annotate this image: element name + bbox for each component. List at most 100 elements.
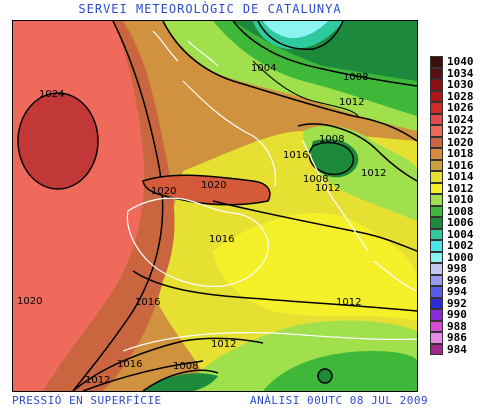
field-1006-south bbox=[143, 373, 218, 391]
legend-swatch bbox=[430, 343, 443, 355]
legend-swatch bbox=[430, 286, 443, 298]
legend-item: 1034 bbox=[430, 66, 485, 80]
legend-item: 984 bbox=[430, 342, 485, 356]
legend-swatch bbox=[430, 102, 443, 114]
legend-label: 1026 bbox=[447, 101, 474, 114]
footer-variable: PRESSIÓ EN SUPERFÍCIE bbox=[12, 394, 162, 407]
legend-label: 1012 bbox=[447, 181, 474, 195]
legend-label: 1030 bbox=[447, 78, 474, 91]
field-1012 bbox=[213, 212, 417, 321]
legend-label: 986 bbox=[447, 331, 467, 344]
legend-item: 990 bbox=[430, 308, 485, 321]
isobar-1016-south bbox=[72, 337, 264, 391]
isobar-label: 1008 bbox=[343, 72, 368, 83]
legend-swatch bbox=[430, 90, 443, 102]
legend-item: 1000 bbox=[430, 250, 485, 264]
field-1006-east bbox=[311, 139, 359, 178]
legend-item: 1016 bbox=[430, 158, 485, 172]
legend-item: 1022 bbox=[430, 124, 485, 137]
isobar-label: 1020 bbox=[201, 180, 226, 191]
isobar-label: 1020 bbox=[17, 296, 42, 307]
legend-swatch bbox=[430, 125, 443, 137]
legend-swatch bbox=[430, 309, 443, 321]
legend-item: 986 bbox=[430, 331, 485, 344]
legend-label: 994 bbox=[447, 285, 467, 298]
footer-analysis-time: ANÀLISI 00UTC 08 JUL 2009 bbox=[250, 394, 429, 407]
legend-item: 996 bbox=[430, 273, 485, 287]
legend-label: 1014 bbox=[447, 170, 474, 183]
isobar-1012-south bbox=[82, 360, 204, 391]
pressure-map: 1024 1004 1008 1012 1008 1016 1008 1012 … bbox=[12, 20, 418, 392]
legend-swatch bbox=[430, 320, 443, 332]
isobar-label: 1016 bbox=[117, 359, 142, 370]
legend-label: 992 bbox=[447, 296, 467, 310]
isobar-label: 1012 bbox=[339, 97, 364, 108]
isobar-1012-north bbox=[162, 21, 417, 142]
legend-item: 1002 bbox=[430, 239, 485, 252]
legend-swatch bbox=[430, 113, 443, 125]
legend-swatch bbox=[430, 263, 443, 275]
legend-label: 1000 bbox=[447, 250, 474, 264]
legend-item: 1040 bbox=[430, 55, 485, 68]
legend-item: 1018 bbox=[430, 147, 485, 160]
legend-swatch bbox=[430, 79, 443, 91]
field-1008-south bbox=[263, 351, 417, 391]
legend-item: 1010 bbox=[430, 193, 485, 206]
north-africa-coast bbox=[122, 331, 417, 352]
italy-coast bbox=[302, 140, 369, 252]
isobar-1012-central bbox=[132, 270, 417, 312]
isobar-label: 1012 bbox=[85, 375, 110, 386]
isobar-1008-south bbox=[142, 369, 219, 391]
legend-swatch bbox=[430, 274, 443, 286]
legend-item: 1012 bbox=[430, 181, 485, 195]
isobar-label: 1016 bbox=[135, 297, 160, 308]
legend-item: 998 bbox=[430, 262, 485, 275]
legend-swatch bbox=[430, 228, 443, 240]
greece-coast bbox=[372, 260, 417, 292]
legend-label: 1016 bbox=[447, 158, 474, 172]
legend-item: 994 bbox=[430, 285, 485, 298]
france-coast bbox=[182, 80, 277, 187]
legend-label: 1002 bbox=[447, 239, 474, 252]
legend-swatch bbox=[430, 67, 443, 79]
isobar-1008-east bbox=[308, 141, 355, 176]
isobar-labels: 1024 1004 1008 1012 1008 1016 1008 1012 … bbox=[17, 63, 386, 386]
isobar-label: 1008 bbox=[319, 134, 344, 145]
legend-label: 984 bbox=[447, 342, 467, 356]
pressure-field-svg: 1024 1004 1008 1012 1008 1016 1008 1012 … bbox=[13, 21, 417, 391]
isobar-label: 1012 bbox=[315, 183, 340, 194]
isobar-1012-east bbox=[297, 123, 417, 182]
legend-swatch bbox=[430, 159, 443, 171]
isobar-label: 1016 bbox=[209, 234, 234, 245]
legend-label: 996 bbox=[447, 273, 467, 287]
isobar-label: 1024 bbox=[39, 89, 64, 100]
isobar-label: 1004 bbox=[251, 63, 276, 74]
legend-label: 1004 bbox=[447, 227, 474, 241]
isobar-1016-north bbox=[252, 60, 359, 117]
legend-label: 998 bbox=[447, 262, 467, 275]
page-title: SERVEI METEOROLÒGIC DE CATALUNYA bbox=[78, 2, 342, 16]
legend-label: 988 bbox=[447, 319, 467, 333]
isobar-label: 1012 bbox=[361, 168, 386, 179]
legend-item: 1020 bbox=[430, 136, 485, 149]
field-1000-north bbox=[263, 21, 328, 39]
legend-item: 1004 bbox=[430, 227, 485, 241]
isobar-label: 1012 bbox=[336, 297, 361, 308]
legend-swatch bbox=[430, 297, 443, 309]
isobar-label: 1012 bbox=[211, 339, 236, 350]
legend-item: 1028 bbox=[430, 90, 485, 103]
legend-swatch bbox=[430, 332, 443, 344]
legend-swatch bbox=[430, 251, 443, 263]
legend-item: 1008 bbox=[430, 205, 485, 218]
high-center-1024 bbox=[17, 92, 99, 190]
isobar-1004-north bbox=[257, 21, 344, 50]
legend-swatch bbox=[430, 194, 443, 206]
isobar-1016-central bbox=[212, 200, 417, 252]
legend-label: 990 bbox=[447, 308, 467, 321]
legend-label: 1024 bbox=[447, 112, 474, 126]
legend-item: 1030 bbox=[430, 78, 485, 91]
legend-label: 1034 bbox=[447, 66, 474, 80]
isobar-low-south bbox=[317, 368, 333, 384]
legend-label: 1006 bbox=[447, 216, 474, 229]
legend-label: 1022 bbox=[447, 124, 474, 137]
